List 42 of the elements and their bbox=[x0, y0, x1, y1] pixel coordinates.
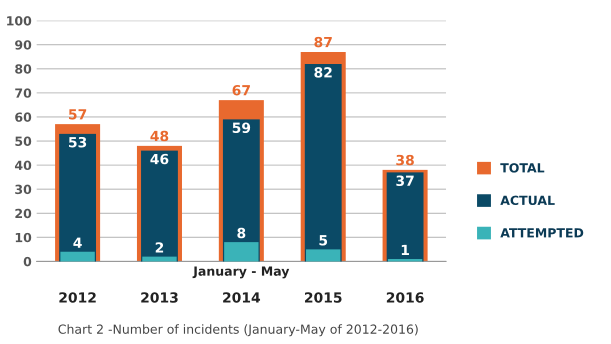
x-tick-label: 2014 bbox=[223, 292, 260, 303]
data-label: 2 bbox=[156, 242, 164, 253]
data-label: 46 bbox=[150, 154, 168, 164]
y-tick-label: 100 bbox=[7, 16, 32, 26]
x-tick-label: 2012 bbox=[59, 292, 96, 303]
bar bbox=[306, 249, 340, 262]
data-label: 5 bbox=[319, 235, 328, 246]
data-label: 82 bbox=[314, 67, 332, 78]
data-label: 4 bbox=[73, 238, 82, 248]
y-tick-label: 20 bbox=[15, 208, 32, 218]
data-label: 48 bbox=[150, 130, 168, 142]
data-label: 87 bbox=[314, 36, 332, 48]
y-tick-label: 50 bbox=[15, 136, 32, 146]
y-tick-label: 10 bbox=[16, 232, 32, 242]
bar bbox=[59, 134, 96, 262]
data-label: 59 bbox=[232, 122, 250, 134]
y-tick-label: 70 bbox=[15, 88, 32, 98]
data-label: 1 bbox=[402, 244, 409, 255]
data-label: 67 bbox=[232, 84, 250, 96]
y-tick-label: 30 bbox=[15, 184, 32, 194]
y-tick-label: 0 bbox=[24, 256, 32, 266]
x-tick-label: 2016 bbox=[386, 292, 424, 303]
data-label: 53 bbox=[69, 136, 86, 148]
bar bbox=[224, 242, 259, 262]
bar bbox=[304, 64, 342, 262]
legend-label: ATTEMPTED bbox=[500, 228, 584, 238]
bar bbox=[60, 252, 95, 262]
x-tick-label: 2015 bbox=[304, 292, 342, 303]
bar bbox=[142, 256, 177, 262]
legend-label: TOTAL bbox=[500, 163, 544, 173]
data-label: 38 bbox=[396, 154, 414, 166]
data-label: 57 bbox=[69, 109, 86, 120]
y-tick-label: 60 bbox=[15, 112, 32, 122]
text: January - May bbox=[192, 266, 290, 278]
x-tick-label: 2013 bbox=[141, 292, 178, 303]
legend-label: ACTUAL bbox=[500, 196, 555, 206]
data-label: 37 bbox=[396, 175, 414, 186]
caption: Chart 2 -Number of incidents (January-May of 2012-2016) bbox=[58, 324, 418, 336]
data-label: 8 bbox=[237, 228, 246, 238]
y-tick-label: 80 bbox=[15, 64, 32, 74]
y-tick-label: 40 bbox=[14, 160, 32, 170]
y-tick-label: 90 bbox=[15, 40, 32, 50]
